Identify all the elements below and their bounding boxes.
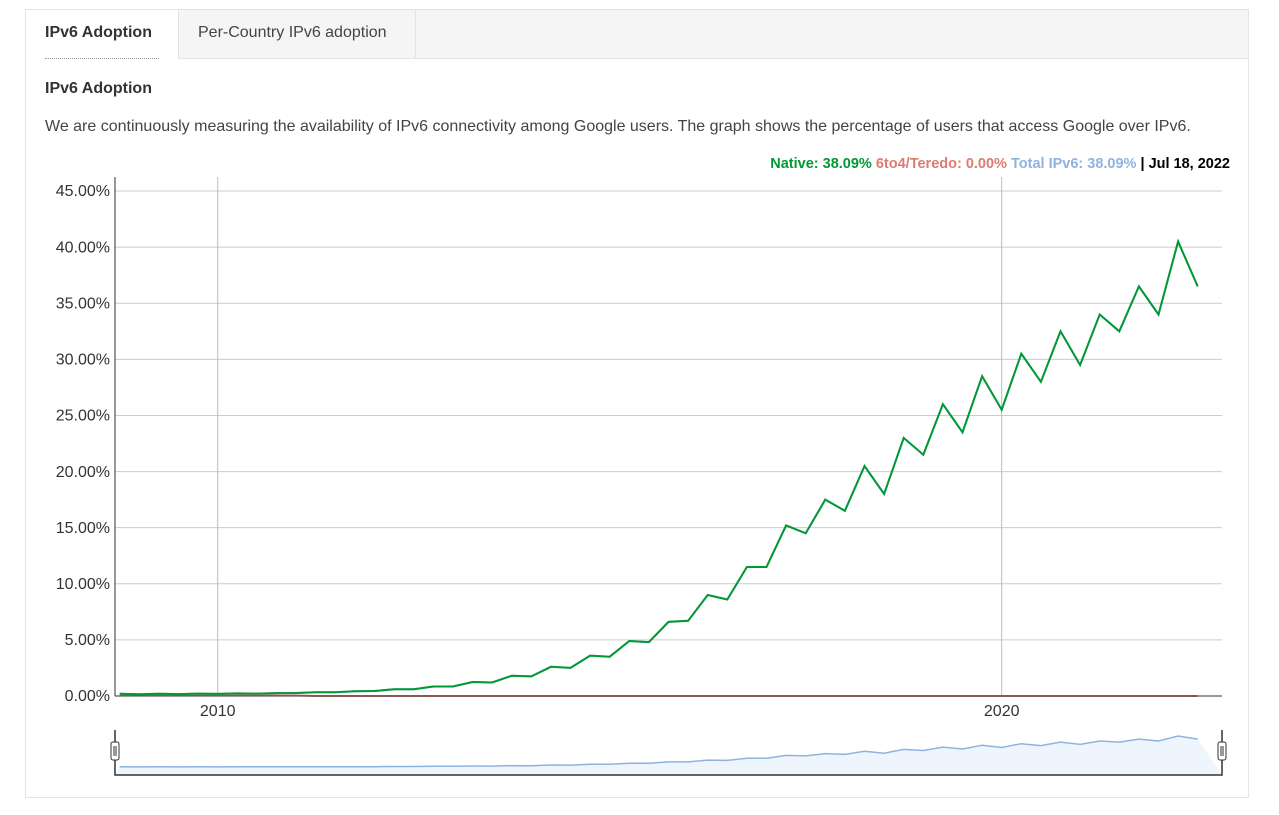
legend-name: Total IPv6: [1011, 156, 1087, 172]
series-line: [119, 238, 1199, 696]
legend-name: 6to4/Teredo: [876, 156, 966, 172]
legend-value: 0.00%: [965, 156, 1007, 172]
date-label: Jul 18, 2022: [1140, 156, 1230, 172]
y-tick-label: 45.00%: [56, 183, 110, 200]
range-handle[interactable]: [1217, 741, 1227, 761]
y-tick-label: 35.00%: [56, 295, 110, 312]
y-tick-label: 0.00%: [65, 688, 110, 705]
y-tick-label: 25.00%: [56, 408, 110, 425]
range-handle[interactable]: [110, 741, 120, 761]
legend-name: Native: [770, 156, 822, 172]
y-tick-label: 5.00%: [65, 632, 110, 649]
description: We are continuously measuring the availa…: [45, 118, 1191, 135]
tab-bar: IPv6 Adoption Per-Country IPv6 adoption: [26, 10, 1248, 59]
y-tick-label: 40.00%: [56, 239, 110, 256]
navigator-line: [119, 735, 1198, 768]
y-tick-label: 30.00%: [56, 352, 110, 369]
y-tick-label: 20.00%: [56, 464, 110, 481]
x-tick-label: 2010: [200, 703, 236, 720]
legend-value: 38.09%: [1087, 156, 1137, 172]
y-tick-label: 10.00%: [56, 576, 110, 593]
tab[interactable]: IPv6 Adoption: [26, 10, 178, 59]
tab[interactable]: Per-Country IPv6 adoption: [178, 10, 416, 58]
panel: IPv6 Adoption Per-Country IPv6 adoption …: [25, 9, 1249, 798]
heading: IPv6 Adoption: [45, 80, 152, 97]
x-tick-label: 2020: [984, 703, 1020, 720]
navigator-area: [115, 736, 1222, 775]
legend-readout: Native38.09%6to4/Teredo0.00%Total IPv638…: [770, 156, 1230, 172]
series-line: [119, 238, 1199, 696]
y-tick-label: 15.00%: [56, 520, 110, 537]
legend-value: 38.09%: [822, 156, 872, 172]
